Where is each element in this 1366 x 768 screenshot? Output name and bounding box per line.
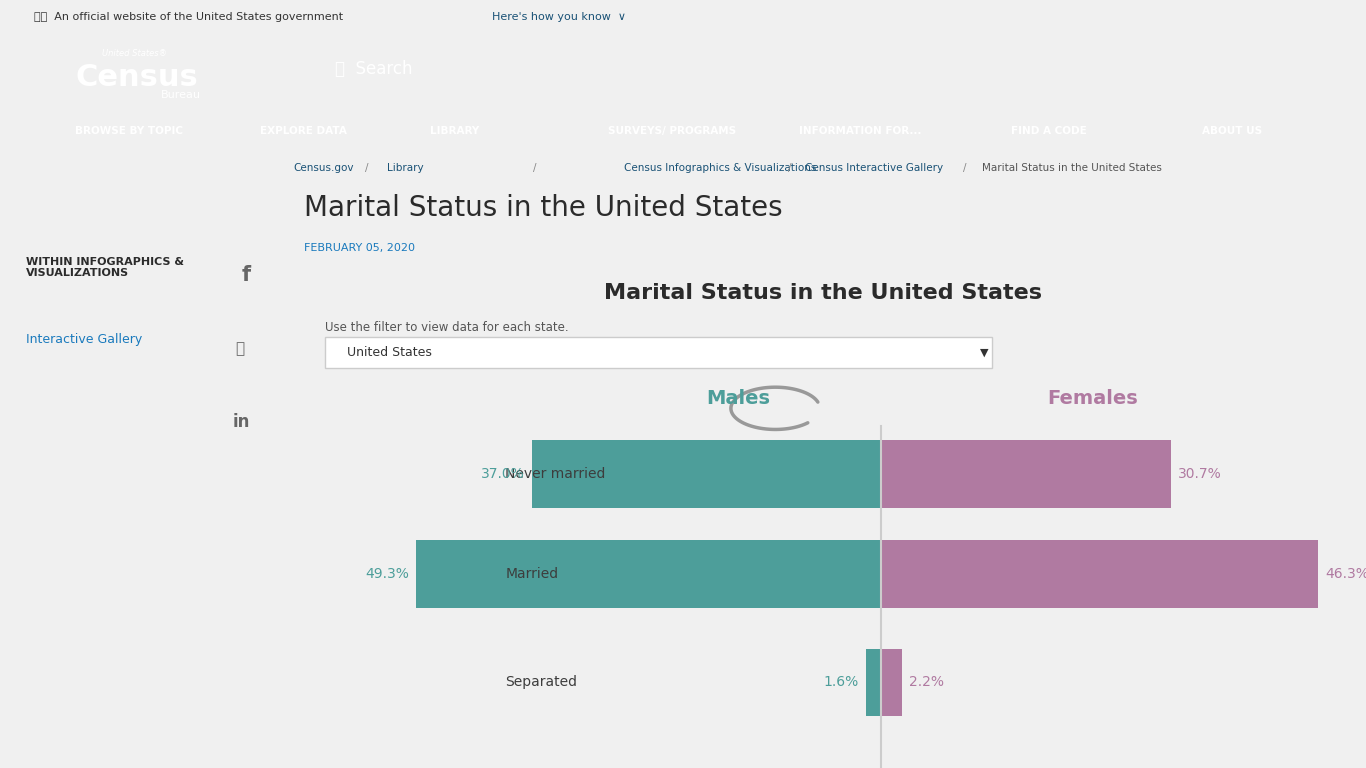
Text: Marital Status in the United States: Marital Status in the United States (982, 164, 1162, 174)
Text: /: / (788, 164, 792, 174)
FancyBboxPatch shape (866, 648, 881, 717)
Text: Census Infographics & Visualizations: Census Infographics & Visualizations (624, 164, 817, 174)
Text: Census: Census (75, 63, 198, 92)
Text: WITHIN INFOGRAPHICS &
VISUALIZATIONS: WITHIN INFOGRAPHICS & VISUALIZATIONS (26, 257, 184, 279)
Text: ▼: ▼ (979, 347, 988, 357)
Text: 🇺🇸  An official website of the United States government: 🇺🇸 An official website of the United Sta… (34, 12, 343, 22)
FancyBboxPatch shape (881, 648, 902, 717)
Text: f: f (242, 265, 251, 285)
Text: Marital Status in the United States: Marital Status in the United States (604, 283, 1042, 303)
Text: Married: Married (505, 568, 559, 581)
Text: /: / (963, 164, 967, 174)
Text: United States: United States (347, 346, 432, 359)
Text: Males: Males (706, 389, 770, 408)
Text: FEBRUARY 05, 2020: FEBRUARY 05, 2020 (303, 243, 415, 253)
Text: 46.3%: 46.3% (1325, 568, 1366, 581)
Text: Females: Females (1048, 389, 1138, 408)
Text: BROWSE BY TOPIC: BROWSE BY TOPIC (75, 126, 183, 136)
Text: /: / (533, 164, 537, 174)
Text: 1.6%: 1.6% (824, 676, 859, 690)
FancyBboxPatch shape (417, 541, 881, 608)
FancyBboxPatch shape (881, 440, 1171, 508)
Text: SURVEYS/ PROGRAMS: SURVEYS/ PROGRAMS (608, 126, 736, 136)
FancyBboxPatch shape (325, 337, 992, 368)
Text: 49.3%: 49.3% (365, 568, 408, 581)
Text: 🔍  Search: 🔍 Search (335, 60, 413, 78)
Text: 37.0%: 37.0% (481, 467, 525, 481)
Text: ABOUT US: ABOUT US (1202, 126, 1262, 136)
Text: LIBRARY: LIBRARY (430, 126, 479, 136)
Text: Library: Library (387, 164, 423, 174)
Text: Interactive Gallery: Interactive Gallery (26, 333, 142, 346)
Text: Use the filter to view data for each state.: Use the filter to view data for each sta… (325, 321, 570, 334)
Text: Marital Status in the United States: Marital Status in the United States (303, 194, 783, 221)
Text: Census.gov: Census.gov (294, 164, 354, 174)
Text: 🐦: 🐦 (235, 341, 245, 356)
Text: in: in (232, 413, 250, 431)
Text: Here's how you know  ∨: Here's how you know ∨ (492, 12, 626, 22)
Text: Never married: Never married (505, 467, 605, 481)
Text: Bureau: Bureau (161, 91, 201, 101)
Text: /: / (365, 164, 369, 174)
Text: 30.7%: 30.7% (1179, 467, 1223, 481)
Text: EXPLORE DATA: EXPLORE DATA (260, 126, 347, 136)
Text: Census Interactive Gallery: Census Interactive Gallery (805, 164, 943, 174)
FancyBboxPatch shape (533, 440, 881, 508)
Text: INFORMATION FOR...: INFORMATION FOR... (799, 126, 922, 136)
Text: United States®: United States® (102, 49, 168, 58)
Text: FIND A CODE: FIND A CODE (1011, 126, 1086, 136)
Text: Separated: Separated (505, 676, 578, 690)
Text: 2.2%: 2.2% (910, 676, 944, 690)
FancyBboxPatch shape (881, 541, 1318, 608)
